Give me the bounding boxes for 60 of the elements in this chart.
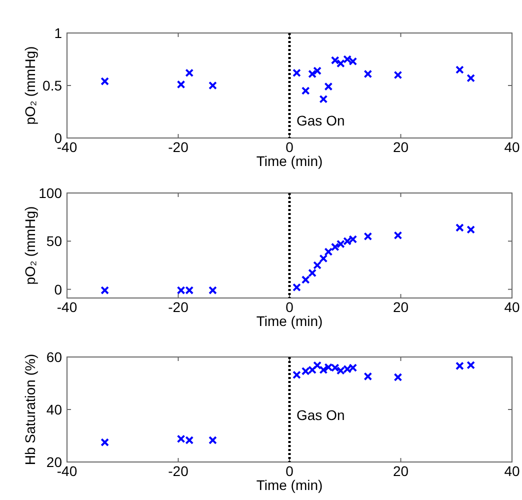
x-tick-label: 0 [286, 139, 294, 155]
point [313, 361, 322, 370]
point [208, 436, 217, 444]
x-tick-label: 20 [392, 139, 409, 155]
point [292, 68, 301, 78]
x-tick-label: 0 [286, 463, 294, 479]
point [364, 232, 372, 241]
point [466, 74, 476, 82]
y-axis-title: pO₂ (mmHg) [22, 206, 38, 285]
point [466, 225, 476, 234]
point [100, 286, 110, 294]
y-tick-label: 40 [46, 402, 62, 418]
point [456, 66, 464, 74]
x-tick-label: 0 [286, 299, 294, 315]
x-axis-title: Time (min) [256, 153, 323, 169]
point [456, 223, 464, 232]
x-tick-label: 20 [392, 299, 409, 315]
point [313, 261, 322, 270]
point [319, 254, 328, 263]
point [185, 68, 194, 78]
x-axis-title: Time (min) [256, 313, 323, 329]
x-tick-label: 40 [504, 463, 520, 479]
x-axis-title: Time (min) [256, 477, 323, 493]
point [292, 283, 301, 292]
point [176, 80, 186, 89]
x-tick-label: -20 [168, 139, 189, 155]
point [394, 231, 402, 240]
x-tick-label: -40 [56, 299, 78, 315]
point [208, 286, 217, 294]
ref-line-label: Gas On [296, 407, 345, 423]
x-tick-label: -20 [168, 299, 189, 315]
x-tick-label: 40 [504, 139, 520, 155]
y-axis-title: pO₂ (mmHg) [22, 46, 38, 125]
x-tick-label: 20 [392, 463, 409, 479]
y-tick-label: 1 [54, 25, 62, 41]
point [100, 77, 110, 86]
x-tick-label: 40 [504, 299, 520, 315]
point [394, 70, 402, 80]
point [394, 373, 402, 382]
point [456, 362, 464, 370]
point [364, 372, 372, 381]
x-tick-label: -20 [168, 463, 189, 479]
point [308, 268, 317, 278]
y-tick-label: 50 [46, 233, 62, 250]
ref-line-label: Gas On [296, 112, 345, 128]
point [324, 82, 333, 91]
point [301, 275, 310, 284]
y-tick-label: 0.5 [42, 78, 62, 94]
y-tick-label: 0 [54, 281, 62, 298]
point [208, 81, 217, 90]
point [100, 438, 110, 447]
y-tick-label: 100 [38, 185, 62, 201]
point [319, 94, 328, 104]
y-axis-title: Hb Saturation (%) [22, 354, 38, 466]
point [466, 360, 476, 370]
point [364, 70, 372, 78]
point [292, 370, 301, 380]
y-tick-label: 60 [46, 349, 62, 365]
point [324, 248, 333, 256]
point [301, 86, 310, 95]
